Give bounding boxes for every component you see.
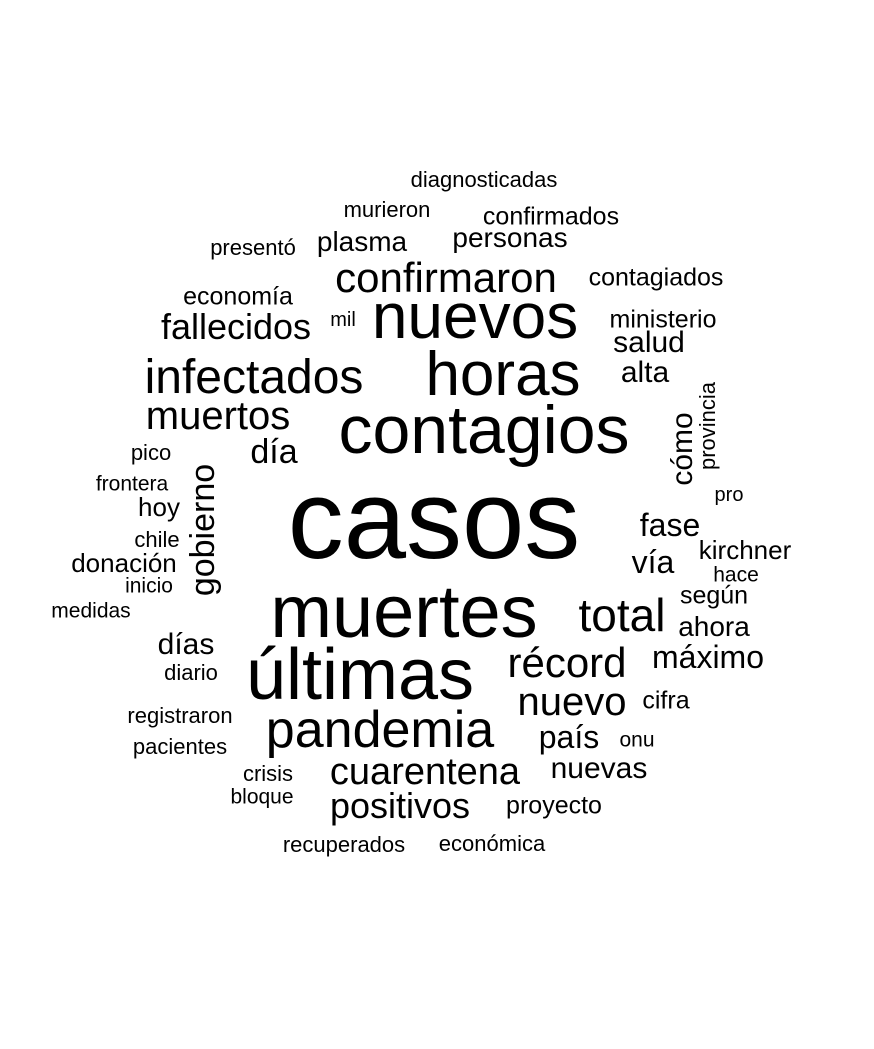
word-pico: pico	[130, 440, 172, 465]
word-horas: horas	[425, 340, 581, 409]
word-contagios: contagios	[338, 392, 630, 468]
word-ahora: ahora	[678, 611, 750, 642]
word-gobierno: gobierno	[184, 463, 222, 597]
word-proyecto: proyecto	[506, 791, 602, 820]
word-donacion: donación	[71, 548, 177, 578]
word-pandemia: pandemia	[265, 701, 495, 759]
word-casos: casos	[287, 457, 581, 582]
word-dia: día	[250, 433, 298, 471]
word-fallecidos: fallecidos	[160, 306, 312, 347]
word-positivos: positivos	[329, 785, 471, 826]
word-pro: pro	[714, 484, 744, 506]
word-mil: mil	[330, 309, 356, 331]
word-frontera: frontera	[95, 472, 169, 496]
word-pacientes: pacientes	[132, 734, 228, 759]
word-hace: hace	[713, 563, 759, 587]
word-kirchner: kirchner	[698, 535, 792, 565]
word-bloque: bloque	[230, 785, 294, 809]
word-onu: onu	[619, 728, 655, 752]
word-muertes: muertes	[270, 570, 538, 653]
word-infectados: infectados	[144, 351, 364, 404]
word-confirmaron: confirmaron	[335, 254, 557, 301]
word-cuarentena: cuarentena	[329, 751, 521, 793]
word-hoy: hoy	[138, 492, 180, 522]
word-nuevas: nuevas	[550, 752, 648, 785]
word-nuevo: nuevo	[517, 680, 627, 724]
word-chile: chile	[134, 527, 180, 552]
word-cifra: cifra	[642, 686, 690, 715]
word-provincia: provincia	[695, 381, 720, 471]
word-ministerio: ministerio	[609, 305, 717, 334]
word-fase: fase	[639, 507, 701, 543]
word-nuevos: nuevos	[371, 280, 579, 352]
word-personas: personas	[452, 222, 568, 253]
word-economica: económica	[438, 831, 546, 856]
word-registraron: registraron	[127, 703, 233, 728]
word-ultimas: últimas	[245, 635, 475, 715]
word-maximo: máximo	[651, 639, 765, 675]
word-presento: presentó	[210, 235, 296, 260]
word-salud: salud	[613, 326, 685, 359]
word-inicio: inicio	[125, 574, 173, 598]
word-dias: días	[157, 628, 215, 661]
word-pais: país	[538, 719, 600, 755]
word-economia: economía	[183, 282, 293, 311]
word-crisis: crisis	[242, 761, 294, 786]
word-total: total	[578, 589, 666, 641]
word-segun: según	[679, 581, 749, 610]
word-alta: alta	[620, 356, 670, 389]
word-como: cómo	[666, 412, 699, 486]
word-plasma: plasma	[316, 226, 408, 257]
word-medidas: medidas	[51, 599, 131, 623]
word-diario: diario	[164, 660, 218, 685]
word-record: récord	[507, 639, 627, 686]
word-muertos: muertos	[145, 394, 291, 438]
word-via: vía	[631, 544, 675, 580]
word-murieron: murieron	[343, 197, 431, 222]
word-contagiados: contagiados	[588, 263, 724, 292]
word-diagnosticadas: diagnosticadas	[410, 167, 558, 192]
word-recuperados: recuperados	[282, 832, 406, 857]
word-confirmados: confirmados	[482, 202, 620, 231]
